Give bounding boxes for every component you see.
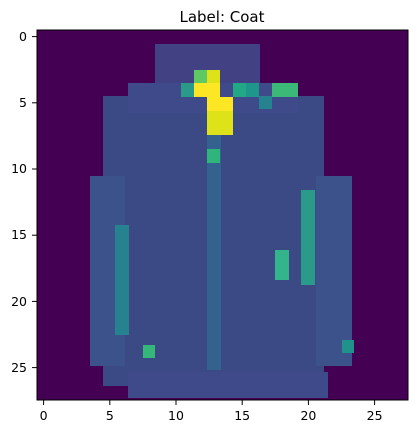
x-tick-label: 0 <box>40 408 48 423</box>
y-tick-label: 10 <box>11 161 27 176</box>
collar-teal-4 <box>272 83 298 97</box>
plot-title: Label: Coat <box>179 8 264 26</box>
coat-hem <box>128 372 328 398</box>
x-axis: 0 5 10 15 20 25 <box>40 400 383 423</box>
right-trim <box>301 190 315 285</box>
zipper-line <box>207 120 221 370</box>
collar-yellow-4 <box>207 111 233 135</box>
right-trim-2 <box>275 250 289 280</box>
y-tick-label: 0 <box>19 29 27 44</box>
collar-teal-3 <box>246 83 259 97</box>
collar-yellow-2 <box>194 83 220 97</box>
collar-yellow-1 <box>207 70 220 84</box>
collar-yellow-3 <box>207 97 233 111</box>
image-plot <box>37 30 408 400</box>
left-hem-bright <box>143 345 155 358</box>
collar-teal-5 <box>259 96 272 109</box>
x-tick-label: 10 <box>168 408 184 423</box>
y-tick-label: 20 <box>11 294 27 309</box>
zipper-green <box>207 149 220 163</box>
x-tick-label: 15 <box>234 408 250 423</box>
x-tick-label: 5 <box>106 408 114 423</box>
x-tick-label: 20 <box>300 408 316 423</box>
y-tick-label: 15 <box>11 227 27 242</box>
coat-image <box>90 44 354 398</box>
x-tick-label: 25 <box>367 408 383 423</box>
y-tick-label: 5 <box>19 95 27 110</box>
right-sleeve <box>316 176 352 366</box>
right-hem-bright <box>342 340 354 353</box>
collar-teal-1 <box>181 83 194 97</box>
y-tick-label: 25 <box>11 360 27 375</box>
collar-green <box>194 70 207 84</box>
axes-frame <box>36 29 409 401</box>
y-axis: 0 5 10 15 20 25 <box>11 29 37 375</box>
collar-teal-2 <box>233 83 246 97</box>
left-trim <box>115 225 129 335</box>
